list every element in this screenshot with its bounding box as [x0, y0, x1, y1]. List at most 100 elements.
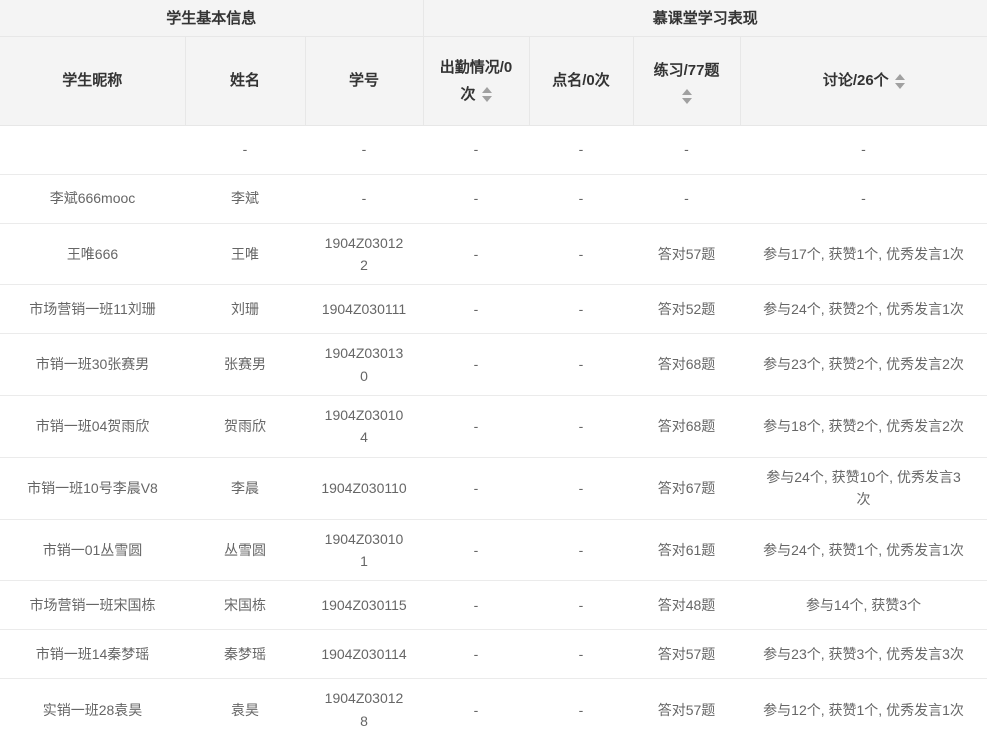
- col-header-label: 点名/0次: [552, 72, 610, 89]
- cell-discussion: 参与23个, 获赞3个, 优秀发言3次: [740, 629, 987, 680]
- cell-student-id: 1904Z030115: [305, 580, 423, 631]
- cell-attendance: -: [423, 223, 529, 286]
- col-header-attendance[interactable]: 出勤情况/0次: [423, 36, 530, 126]
- cell-nickname: [0, 125, 185, 175]
- cell-roll-call: -: [529, 125, 633, 175]
- cell-student-id: 1904Z030130: [305, 333, 423, 397]
- col-header-discussion[interactable]: 讨论/26个: [740, 36, 987, 126]
- group-header-label: 学生基本信息: [166, 10, 257, 28]
- table-row: 实销一班28袁昊 袁昊 1904Z030128- - 答对57题 参与12个, 获赞1个,…: [0, 678, 987, 731]
- cell-exercise: 答对67题: [633, 457, 740, 520]
- cell-exercise: 答对57题: [633, 678, 740, 731]
- cell-attendance: -: [423, 519, 529, 582]
- cell-exercise: 答对68题: [633, 395, 740, 458]
- cell-exercise: 答对57题: [633, 629, 740, 680]
- cell-nickname: 市销一班30张赛男: [0, 333, 185, 397]
- group-header-mooc-performance: 慕课堂学习表现: [422, 0, 987, 37]
- cell-name: 李斌: [185, 174, 305, 224]
- cell-discussion: 参与12个, 获赞1个, 优秀发言1次: [740, 678, 987, 731]
- table-row: 市销一01丛雪圆 丛雪圆 1904Z030101- - 答对61题 参与24个, 获赞1个…: [0, 519, 987, 582]
- cell-discussion: 参与24个, 获赞10个, 优秀发言3次: [740, 457, 987, 520]
- cell-student-id: 1904Z030111: [305, 284, 423, 335]
- cell-roll-call: -: [529, 629, 633, 680]
- cell-nickname: 市销一班14秦梦瑶: [0, 629, 185, 680]
- col-header-name: 姓名: [185, 36, 306, 126]
- cell-nickname: 市销一01丛雪圆: [0, 519, 185, 582]
- caret-up-icon: [894, 73, 905, 80]
- cell-exercise: 答对68题: [633, 333, 740, 397]
- caret-up-icon: [481, 87, 492, 94]
- group-header-row: 学生基本信息 慕课堂学习表现: [0, 0, 987, 37]
- table-row: ------: [0, 125, 987, 175]
- table-header: 学生基本信息 慕课堂学习表现 学生昵称 姓名 学号 出勤情况/0次 点名/0次: [0, 0, 987, 126]
- col-header-label: 姓名: [229, 72, 260, 89]
- cell-student-id: 1904Z030101: [305, 519, 423, 582]
- cell-roll-call: -: [529, 457, 633, 520]
- table-row: 市销一班14秦梦瑶 秦梦瑶 1904Z030114- - 答对57题 参与23个, 获赞3…: [0, 629, 987, 680]
- cell-name: -: [185, 125, 305, 175]
- cell-student-id: 1904Z030114: [305, 629, 423, 680]
- cell-nickname: 市场营销一班宋国栋: [0, 580, 185, 631]
- cell-discussion: -: [740, 174, 987, 224]
- sort-caret-up-down-icon[interactable]: [481, 87, 492, 103]
- cell-name: 贺雨欣: [185, 395, 305, 458]
- sort-caret-up-down-icon[interactable]: [894, 73, 905, 89]
- cell-name: 丛雪圆: [185, 519, 305, 582]
- cell-student-id: 1904Z030110: [305, 457, 423, 520]
- col-header-label: 练习/77题: [653, 61, 720, 79]
- group-header-label: 慕课堂学习表现: [652, 10, 758, 28]
- caret-down-icon: [681, 98, 692, 105]
- column-header-row: 学生昵称 姓名 学号 出勤情况/0次 点名/0次 练习/77题 讨论/26个: [0, 36, 987, 126]
- caret-down-icon: [894, 82, 905, 89]
- cell-roll-call: -: [529, 519, 633, 582]
- cell-nickname: 王唯666: [0, 223, 185, 286]
- cell-exercise: 答对57题: [633, 223, 740, 286]
- cell-discussion: 参与18个, 获赞2个, 优秀发言2次: [740, 395, 987, 458]
- sort-caret-up-down-icon[interactable]: [681, 89, 692, 105]
- cell-student-id: -: [305, 174, 423, 224]
- cell-name: 李晨: [185, 457, 305, 520]
- cell-name: 张赛男: [185, 333, 305, 397]
- cell-attendance: -: [423, 174, 529, 224]
- table-row: 王唯666 王唯 1904Z030122- - 答对57题 参与17个, 获赞1个, 优秀…: [0, 223, 987, 286]
- cell-discussion: -: [740, 125, 987, 175]
- table-row: 市销一班04贺雨欣 贺雨欣 1904Z030104- - 答对68题 参与18个, 获赞2…: [0, 395, 987, 458]
- cell-exercise: -: [633, 125, 740, 175]
- cell-name: 宋国栋: [185, 580, 305, 631]
- cell-roll-call: -: [529, 174, 633, 224]
- col-header-student-id: 学号: [305, 36, 424, 126]
- cell-nickname: 实销一班28袁昊: [0, 678, 185, 731]
- cell-discussion: 参与17个, 获赞1个, 优秀发言1次: [740, 223, 987, 286]
- cell-attendance: -: [423, 284, 529, 335]
- col-header-nickname: 学生昵称: [0, 36, 186, 126]
- cell-name: 刘珊: [185, 284, 305, 335]
- table-body: - - - - - - 李斌666mooc 李斌 - - - - - 王唯666 王唯 1904Z030122…: [0, 125, 987, 731]
- cell-name: 王唯: [185, 223, 305, 286]
- table-row: 市场营销一班宋国栋 宋国栋 1904Z030115- - 答对48题 参与14个, 获赞3…: [0, 580, 987, 631]
- col-header-label: 学号: [348, 72, 379, 89]
- table-row: 市销一班30张赛男 张赛男 1904Z030130- - 答对68题 参与23个, 获赞2…: [0, 333, 987, 397]
- table-row: 李斌666mooc 李斌 - - - - -: [0, 174, 987, 224]
- cell-exercise: 答对61题: [633, 519, 740, 582]
- cell-nickname: 市销一班10号李晨V8: [0, 457, 185, 520]
- cell-student-id: 1904Z030122: [305, 223, 423, 286]
- cell-exercise: 答对52题: [633, 284, 740, 335]
- cell-discussion: 参与24个, 获赞1个, 优秀发言1次: [740, 519, 987, 582]
- cell-roll-call: -: [529, 223, 633, 286]
- table-row: 市场营销一班11刘珊 刘珊 1904Z030111- - 答对52题 参与24个, 获赞2…: [0, 284, 987, 335]
- group-header-student-info: 学生基本信息: [0, 0, 423, 37]
- cell-attendance: -: [423, 629, 529, 680]
- cell-roll-call: -: [529, 395, 633, 458]
- table-row: 市销一班10号李晨V8 李晨 1904Z030110- - 答对67题 参与24个, 获赞…: [0, 457, 987, 520]
- cell-student-id: 1904Z030104: [305, 395, 423, 458]
- cell-exercise: 答对48题: [633, 580, 740, 631]
- cell-roll-call: -: [529, 678, 633, 731]
- cell-name: 袁昊: [185, 678, 305, 731]
- cell-roll-call: -: [529, 333, 633, 397]
- caret-up-icon: [681, 89, 692, 96]
- col-header-roll-call: 点名/0次: [529, 36, 634, 126]
- cell-name: 秦梦瑶: [185, 629, 305, 680]
- col-header-exercise[interactable]: 练习/77题: [633, 36, 741, 126]
- cell-discussion: 参与24个, 获赞2个, 优秀发言1次: [740, 284, 987, 335]
